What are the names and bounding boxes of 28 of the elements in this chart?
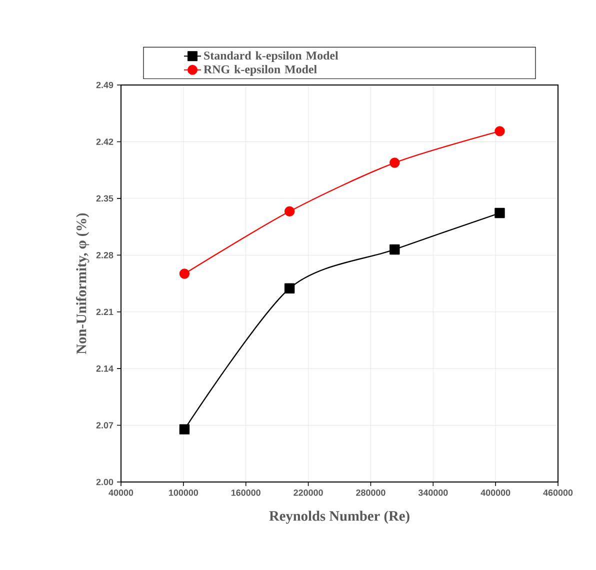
x-tick-label: 220000 xyxy=(294,490,323,496)
x-axis-title: Reynolds Number (Re) xyxy=(269,510,410,524)
y-tick-label: 2.00 xyxy=(96,478,114,486)
x-tick-label: 340000 xyxy=(418,490,448,496)
x-tick-label: 460000 xyxy=(543,490,573,496)
y-tick-label: 2.49 xyxy=(96,82,114,88)
x-tick-label: 280000 xyxy=(356,490,386,496)
y-tick-label: 2.07 xyxy=(96,422,114,428)
y-tick-label: 2.21 xyxy=(96,308,114,315)
y-tick-label: 2.28 xyxy=(96,252,114,258)
point xyxy=(284,206,295,216)
point xyxy=(390,244,400,255)
x-tick-label: 400000 xyxy=(480,490,510,496)
point xyxy=(494,126,505,136)
legend-label: RNG k-epsilon Model xyxy=(204,64,317,76)
x-tick-label: 100000 xyxy=(169,490,198,496)
y-tick-label: 2.14 xyxy=(96,365,114,372)
y-tick-label: 2.35 xyxy=(96,195,114,202)
x-tick-label: 40000 xyxy=(108,490,134,496)
point xyxy=(179,268,190,279)
point xyxy=(284,283,295,294)
point xyxy=(179,424,190,434)
y-axis-title: Non-Uniformity, φ (%) xyxy=(76,213,90,354)
legend-label: Standard k-epsilon Model xyxy=(204,51,338,62)
x-tick-label: 160000 xyxy=(231,490,260,496)
y-tick-label: 2.42 xyxy=(96,138,114,145)
point xyxy=(390,158,400,168)
point xyxy=(494,208,505,218)
